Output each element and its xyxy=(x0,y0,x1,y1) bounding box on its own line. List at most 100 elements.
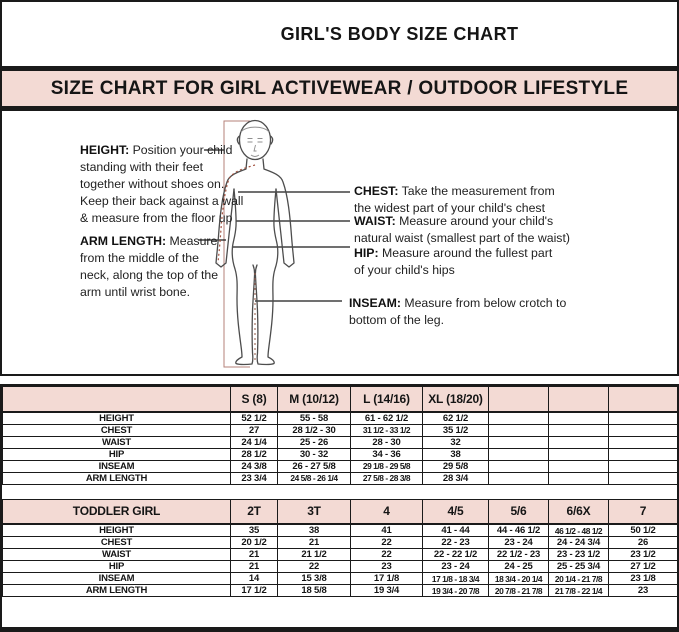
table-row: WAIST 21 21 1/2 22 22 - 22 1/2 22 1/2 - 23 23 … xyxy=(2,548,678,561)
size-cell: 18 3/4 - 20 1/4 xyxy=(488,572,549,585)
table-divider xyxy=(2,484,677,499)
size-cell: 23 1/8 xyxy=(608,572,678,585)
size-cell: 19 3/4 - 20 7/8 xyxy=(422,584,489,597)
table-row: HIP 28 1/2 30 - 32 34 - 36 38 xyxy=(2,447,678,461)
size-cell xyxy=(608,447,678,461)
size-cell: 22 1/2 - 23 xyxy=(488,548,549,561)
size-cell: 22 - 22 1/2 xyxy=(422,548,489,561)
size-cell: 22 - 23 xyxy=(422,536,489,549)
size-cell: 21 xyxy=(230,560,278,573)
row-label: HEIGHT xyxy=(2,523,231,537)
section-divider xyxy=(0,376,679,384)
row-label: HEIGHT xyxy=(2,411,231,425)
column-header: L (14/16) xyxy=(350,386,423,413)
size-cell: 28 1/2 xyxy=(230,447,278,461)
column-header: TODDLER GIRL xyxy=(2,498,231,525)
size-cell: 27 5/8 - 28 3/8 xyxy=(350,471,423,485)
column-header: 4/5 xyxy=(422,498,489,525)
size-cell xyxy=(608,423,678,437)
row-label: WAIST xyxy=(2,548,231,561)
size-cell: 21 xyxy=(277,536,351,549)
size-cell: 27 xyxy=(230,423,278,437)
size-cell xyxy=(608,459,678,473)
size-cell xyxy=(548,423,609,437)
size-cell: 62 1/2 xyxy=(422,411,489,425)
size-cell: 55 - 58 xyxy=(277,411,351,425)
size-cell xyxy=(488,447,549,461)
size-cell: 34 - 36 xyxy=(350,447,423,461)
size-cell xyxy=(488,471,549,485)
size-cell: 44 - 46 1/2 xyxy=(488,523,549,537)
size-cell: 24 - 24 3/4 xyxy=(548,536,609,549)
title-box: GIRL'S BODY SIZE CHART xyxy=(0,0,679,68)
size-cell: 21 xyxy=(230,548,278,561)
chest-note: CHEST: Take the measurement from the wid… xyxy=(354,183,599,217)
size-cell: 25 - 26 xyxy=(277,435,351,449)
height-note-label: HEIGHT: xyxy=(80,143,130,157)
section-banner: SIZE CHART FOR GIRL ACTIVEWEAR / OUTDOOR… xyxy=(0,68,679,108)
girl-size-table: S (8) M (10/12) L (14/16) XL (18/20) HEIGHT 5… xyxy=(2,386,678,485)
size-cell: 29 1/8 - 29 5/8 xyxy=(350,459,423,473)
size-cell xyxy=(608,471,678,485)
size-cell: 41 xyxy=(350,523,423,537)
size-cell: 52 1/2 xyxy=(230,411,278,425)
row-label: ARM LENGTH xyxy=(2,471,231,485)
row-label: INSEAM xyxy=(2,459,231,473)
row-label: CHEST xyxy=(2,423,231,437)
inseam-note: INSEAM: Measure from below crotch to bot… xyxy=(349,295,604,329)
size-cell: 21 1/2 xyxy=(277,548,351,561)
hip-note-text: Measure around the fullest part of your … xyxy=(354,246,553,277)
size-cell: 22 xyxy=(277,560,351,573)
size-cell: 23 xyxy=(350,560,423,573)
size-cell: 28 3/4 xyxy=(422,471,489,485)
table-row: INSEAM 24 3/8 26 - 27 5/8 29 1/8 - 29 5/8 29… xyxy=(2,459,678,473)
table-row: WAIST 24 1/4 25 - 26 28 - 30 32 xyxy=(2,435,678,449)
size-cell xyxy=(548,447,609,461)
size-cell: 21 7/8 - 22 1/4 xyxy=(548,584,609,597)
column-header xyxy=(548,386,609,413)
dotted-measure-lines xyxy=(217,164,256,363)
chest-note-text: Take the measurement from the widest par… xyxy=(354,184,555,215)
size-cell: 35 1/2 xyxy=(422,423,489,437)
size-cell: 22 xyxy=(350,536,423,549)
size-cell: 46 1/2 - 48 1/2 xyxy=(548,523,609,537)
size-cell: 50 1/2 xyxy=(608,523,678,537)
size-cell: 18 5/8 xyxy=(277,584,351,597)
size-cell: 35 xyxy=(230,523,278,537)
size-cell: 22 xyxy=(350,548,423,561)
table-row: HEIGHT 52 1/2 55 - 58 61 - 62 1/2 62 1/2 xyxy=(2,411,678,425)
arm-length-note-label: ARM LENGTH: xyxy=(80,234,167,248)
size-cell: 23 - 24 xyxy=(422,560,489,573)
size-cell: 30 - 32 xyxy=(277,447,351,461)
inseam-note-label: INSEAM: xyxy=(349,296,401,310)
size-cell: 23 - 24 xyxy=(488,536,549,549)
row-label: HIP xyxy=(2,447,231,461)
toddler-size-table: TODDLER GIRL 2T 3T 4 4/5 5/6 6/6X 7 HEIGHT 35 38 41… xyxy=(2,498,678,597)
table-row: CHEST 20 1/2 21 22 22 - 23 23 - 24 24 - 24 3/4… xyxy=(2,536,678,549)
column-header: 6/6X xyxy=(548,498,609,525)
height-bracket-line xyxy=(223,120,250,368)
column-header: S (8) xyxy=(230,386,278,413)
size-cell: 32 xyxy=(422,435,489,449)
column-header xyxy=(2,386,231,413)
page-title: GIRL'S BODY SIZE CHART xyxy=(280,23,519,44)
size-cell: 14 xyxy=(230,572,278,585)
column-header: 2T xyxy=(230,498,278,525)
arm-length-note: ARM LENGTH: Measure from the middle of t… xyxy=(80,233,265,301)
size-cell: 23 - 23 1/2 xyxy=(548,548,609,561)
row-label: CHEST xyxy=(2,536,231,549)
face-features xyxy=(240,126,270,157)
measure-lines xyxy=(198,149,350,302)
size-cell xyxy=(548,471,609,485)
size-cell: 28 1/2 - 30 xyxy=(277,423,351,437)
size-cell: 25 - 25 3/4 xyxy=(548,560,609,573)
waist-note-label: WAIST: xyxy=(354,214,396,228)
size-cell xyxy=(608,435,678,449)
child-figure-illustration xyxy=(198,119,350,368)
size-cell: 20 7/8 - 21 7/8 xyxy=(488,584,549,597)
size-cell xyxy=(488,459,549,473)
hip-note: HIP: Measure around the fullest part of … xyxy=(354,245,599,279)
banner-title: SIZE CHART FOR GIRL ACTIVEWEAR / OUTDOOR… xyxy=(50,77,629,99)
size-cell: 19 3/4 xyxy=(350,584,423,597)
